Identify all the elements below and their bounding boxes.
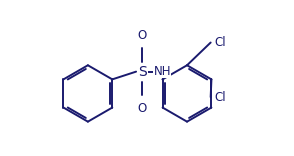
Text: Cl: Cl [214, 36, 226, 49]
Text: O: O [138, 29, 147, 42]
Text: Cl: Cl [214, 91, 226, 104]
Text: S: S [138, 65, 147, 79]
Text: O: O [138, 102, 147, 115]
Text: NH: NH [154, 65, 171, 78]
